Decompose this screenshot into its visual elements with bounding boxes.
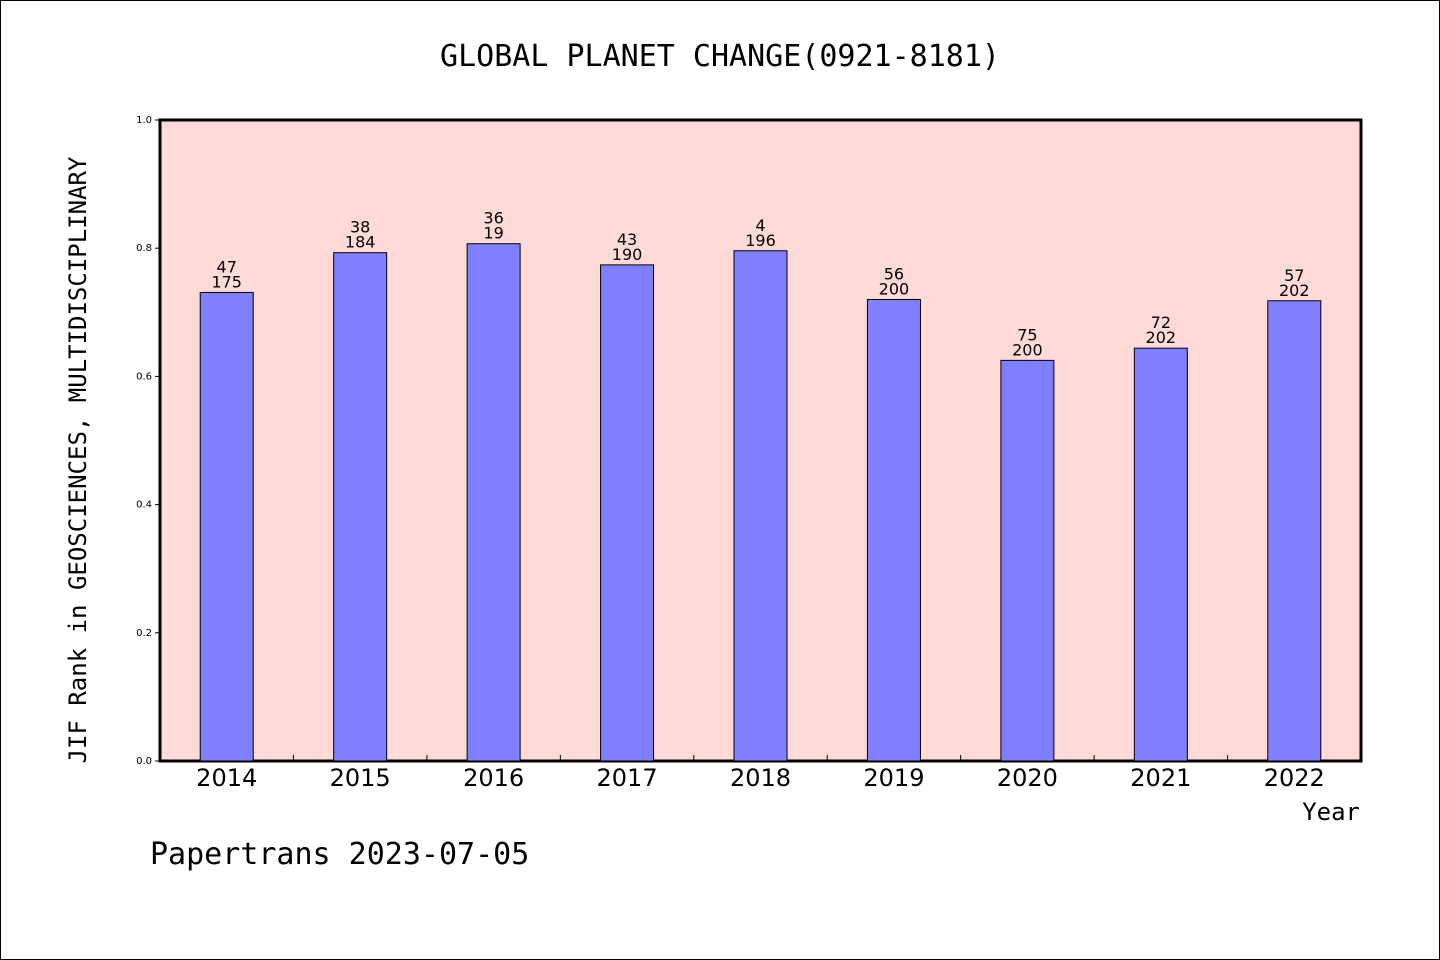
bar-total-label: 202 [1146, 328, 1177, 347]
x-tick-label: 2019 [863, 764, 924, 792]
footer-text: Papertrans 2023-07-05 [150, 837, 529, 872]
x-axis-label: Year [1302, 798, 1360, 826]
bar-2017 [600, 264, 655, 762]
x-tick-label: 2014 [196, 764, 257, 792]
bar-total-label: 190 [612, 245, 643, 264]
bar-2018 [733, 250, 788, 762]
bar-2016 [466, 243, 521, 762]
bar-rank-label: 56 [884, 264, 904, 283]
y-tick-label: 0.8 [136, 243, 152, 254]
x-tick-label: 2020 [997, 764, 1058, 792]
bar-rank-label: 75 [1017, 325, 1037, 344]
bar-rank-label: 36 [483, 209, 503, 228]
bar-rank-label: 47 [217, 257, 237, 276]
x-tick-label: 2018 [730, 764, 791, 792]
bar-total-label: 200 [1012, 340, 1043, 359]
bar-2014 [199, 291, 254, 762]
bar-total-label: 202 [1279, 281, 1310, 300]
chart-title: GLOBAL PLANET CHANGE(0921-8181) [440, 39, 1000, 74]
x-tick-label: 2016 [463, 764, 524, 792]
bar-rank-label: 38 [350, 218, 370, 237]
bar-total-label: 175 [211, 272, 242, 291]
bar-2015 [333, 252, 388, 762]
bar-2021 [1133, 347, 1188, 762]
y-tick-label: 0.6 [136, 371, 152, 382]
bar-total-label: 196 [745, 231, 776, 250]
bar-2022 [1267, 300, 1322, 762]
bar-total-label: 200 [879, 279, 910, 298]
bar-total-label: 184 [345, 233, 376, 252]
bar-rank-label: 72 [1151, 313, 1171, 332]
bar-series [199, 243, 1322, 762]
x-tick-label: 2021 [1130, 764, 1191, 792]
x-axis: 2014 2015 2016 2017 2018 2019 2020 2021 2022 [196, 755, 1325, 792]
y-tick-label: 0.2 [136, 628, 152, 639]
bar-total-label: 19 [483, 224, 503, 243]
x-tick-label: 2022 [1264, 764, 1325, 792]
bar-2020 [1000, 359, 1055, 762]
y-tick-label: 0.0 [136, 756, 152, 767]
y-tick-label: 1.0 [136, 115, 152, 126]
y-axis: 0.0 0.2 0.4 0.6 0.8 1.0 [136, 115, 160, 767]
y-axis-label: JIF Rank in GEOSCIENCES, MULTIDISCIPLINA… [64, 156, 92, 763]
bar-rank-label: 57 [1284, 266, 1304, 285]
y-tick-label: 0.4 [136, 500, 152, 511]
bar-2019 [866, 298, 921, 762]
x-tick-label: 2017 [597, 764, 658, 792]
bar-rank-label: 4 [755, 216, 765, 235]
x-tick-label: 2015 [330, 764, 391, 792]
bar-rank-label: 43 [617, 230, 637, 249]
